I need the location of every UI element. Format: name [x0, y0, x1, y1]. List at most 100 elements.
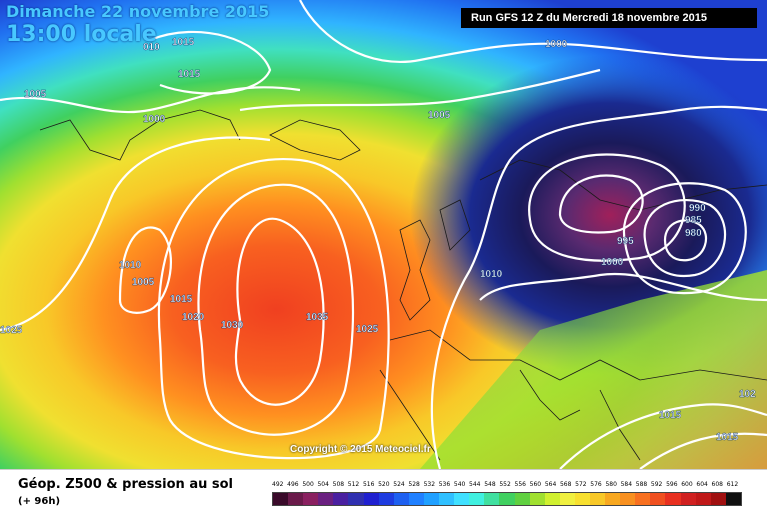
scale-tick-label: 524	[393, 481, 405, 488]
isobar-label: 1010	[480, 269, 503, 280]
isobars	[0, 0, 767, 469]
isobar-label: 990	[689, 203, 706, 214]
scale-swatch	[574, 493, 590, 505]
scale-tick-label: 516	[362, 481, 375, 488]
isobar-label: 010	[143, 42, 160, 53]
scale-tick-label: 612	[726, 481, 739, 488]
scale-tick-label: 608	[711, 481, 723, 488]
isobar-label: 1015	[659, 410, 682, 421]
scale-swatch	[423, 493, 440, 505]
scale-swatch	[348, 493, 364, 505]
color-scale-labels: 492 496 500 504 508 512 516 520 524 528 532 536 540 5…	[272, 481, 742, 491]
isobar-label: 1025	[356, 324, 379, 335]
scale-swatch	[318, 493, 334, 505]
isobar-label: 1015	[178, 69, 201, 80]
scale-swatch	[635, 493, 651, 505]
isobar-label: 1035	[306, 312, 329, 323]
scale-tick-label: 492	[272, 481, 284, 488]
isobar-label: 995	[617, 236, 634, 247]
scale-swatch	[680, 493, 696, 505]
scale-swatch	[665, 493, 681, 505]
scale-tick-label: 584	[620, 481, 633, 488]
forecast-map: 1015 1005 1000 1015 010 1000 1005 1010 1…	[0, 0, 767, 469]
scale-tick-label: 520	[378, 481, 390, 488]
scale-tick-label: 512	[347, 481, 360, 488]
scale-swatch	[273, 493, 289, 505]
scale-swatch	[620, 493, 636, 505]
scale-swatch	[499, 493, 515, 505]
chart-title: Géop. Z500 & pression au sol	[18, 477, 233, 492]
isobar-label: 102	[739, 389, 756, 400]
scale-swatch	[559, 493, 575, 505]
isobar-label: 1015	[172, 37, 195, 48]
scale-tick-label: 572	[575, 481, 587, 488]
scale-tick-label: 496	[287, 481, 299, 488]
isobar-label: 1010	[119, 260, 142, 271]
scale-tick-label: 600	[681, 481, 693, 488]
scale-swatch	[363, 493, 379, 505]
scale-tick-label: 588	[635, 481, 648, 488]
isobar-label: 1020	[182, 312, 205, 323]
isobar-label: 1015	[716, 432, 739, 443]
scale-tick-label: 596	[666, 481, 678, 488]
coastlines	[39, 109, 767, 461]
scale-swatch	[469, 493, 485, 505]
scale-swatch	[408, 493, 424, 505]
isobar-label: 1015	[170, 294, 193, 305]
scale-tick-label: 592	[650, 481, 663, 488]
isobar-label: 1030	[221, 320, 244, 331]
isobar-label: 1005	[24, 89, 47, 100]
scale-swatch	[393, 493, 409, 505]
scale-swatch	[544, 493, 560, 505]
scale-swatch	[439, 493, 455, 505]
isobar-label: 985	[685, 215, 702, 226]
scale-tick-label: 508	[332, 481, 345, 488]
scale-swatch	[303, 493, 319, 505]
scale-tick-label: 552	[499, 481, 511, 488]
scale-swatch	[710, 493, 726, 505]
forecast-lead-time: (+ 96h)	[18, 496, 61, 507]
isobar-label: 980	[685, 228, 702, 239]
scale-swatch	[378, 493, 394, 505]
southeast-warm-area	[420, 270, 767, 469]
isobar-label: 1005	[428, 110, 451, 121]
isobar-label: 1000	[545, 39, 568, 50]
forecast-time-title: 13:00 locale	[6, 22, 157, 47]
isobar-label: 1025	[0, 325, 23, 336]
isobar-label: 1000	[601, 257, 624, 268]
scale-swatch	[484, 493, 500, 505]
legend-footer: Géop. Z500 & pression au sol (+ 96h) 492…	[0, 469, 767, 515]
color-scale-bar	[272, 492, 742, 506]
scale-tick-label: 540	[453, 481, 466, 488]
scale-tick-label: 604	[696, 481, 708, 488]
isobar-label: 1005	[132, 277, 155, 288]
scale-tick-label: 544	[469, 481, 481, 488]
copyright-notice: Copyright © 2015 Meteociel.fr	[290, 444, 431, 455]
scale-swatch	[514, 493, 530, 505]
scale-tick-label: 560	[529, 481, 542, 488]
scale-swatch	[333, 493, 349, 505]
scale-tick-label: 548	[484, 481, 496, 488]
scale-swatch	[695, 493, 711, 505]
scale-swatch	[529, 493, 545, 505]
forecast-date-title: Dimanche 22 novembre 2015	[6, 2, 270, 21]
scale-swatch	[288, 493, 304, 505]
isobar-labels: 1015 1005 1000 1015 010 1000 1005 1010 1…	[0, 37, 756, 443]
scale-swatch	[650, 493, 666, 505]
scale-tick-label: 504	[317, 481, 329, 488]
model-run-banner: Run GFS 12 Z du Mercredi 18 novembre 201…	[461, 8, 757, 28]
scale-swatch	[605, 493, 621, 505]
scale-tick-label: 576	[590, 481, 602, 488]
scale-tick-label: 556	[514, 481, 526, 488]
map-canvas: 1015 1005 1000 1015 010 1000 1005 1010 1…	[0, 0, 767, 469]
isobar-label: 1000	[143, 114, 166, 125]
scale-tick-label: 564	[544, 481, 557, 488]
scale-swatch	[725, 493, 741, 505]
scale-tick-label: 536	[438, 481, 451, 488]
scale-tick-label: 528	[408, 481, 420, 488]
scale-tick-label: 568	[559, 481, 572, 488]
scale-tick-label: 532	[423, 481, 436, 488]
scale-tick-label: 580	[605, 481, 617, 488]
scale-swatch	[454, 493, 470, 505]
scale-swatch	[589, 493, 606, 505]
